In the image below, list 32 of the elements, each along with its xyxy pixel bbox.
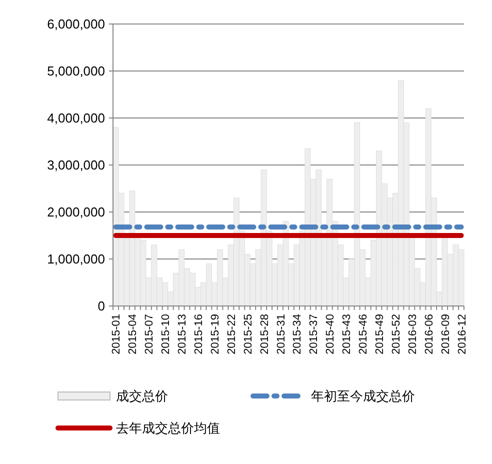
x-tick-label: 2015-13 (176, 314, 189, 354)
x-tick-label: 2015-01 (110, 314, 123, 354)
x-tick-label: 2015-16 (193, 314, 206, 354)
x-tick-label: 2015-49 (374, 314, 386, 354)
y-tick-label: 2,000,000 (47, 204, 105, 220)
x-tick-label: 2015-25 (242, 314, 254, 354)
x-tick-label: 2015-46 (358, 314, 370, 354)
y-tick-label: 3,000,000 (47, 158, 105, 173)
legend-label: 去年成交总价均值 (116, 420, 220, 436)
x-tick-label: 2015-19 (209, 314, 222, 354)
x-tick-label: 2015-52 (390, 314, 402, 354)
x-tick-label: 2016-06 (423, 314, 436, 354)
x-tick-label: 2016-09 (440, 314, 452, 354)
y-tick-label: 5,000,000 (47, 64, 105, 79)
x-tick-label: 2015-31 (275, 314, 288, 354)
x-tick-label: 2015-28 (258, 314, 271, 354)
x-tick-label: 2015-34 (292, 314, 304, 354)
y-tick-label: 4,000,000 (47, 110, 105, 126)
y-tick-label: 1,000,000 (47, 252, 105, 267)
legend-label: 年初至今成交总价 (311, 388, 415, 404)
x-tick-label: 2015-43 (341, 314, 354, 354)
x-tick-label: 2015-10 (160, 314, 172, 354)
legend-label: 成交总价 (116, 388, 168, 404)
x-tick-label: 2016-03 (406, 314, 419, 354)
x-tick-label: 2015-07 (144, 314, 156, 354)
x-tick-label: 2015-37 (308, 314, 320, 354)
y-tick-label: 6,000,000 (47, 16, 105, 32)
x-tick-label: 2015-04 (127, 314, 140, 354)
x-tick-label: 2015-40 (324, 314, 337, 354)
y-tick-label: 0 (98, 298, 105, 314)
x-tick-label: 2015-22 (226, 314, 238, 354)
x-tick-label: 2016-12 (456, 314, 468, 354)
